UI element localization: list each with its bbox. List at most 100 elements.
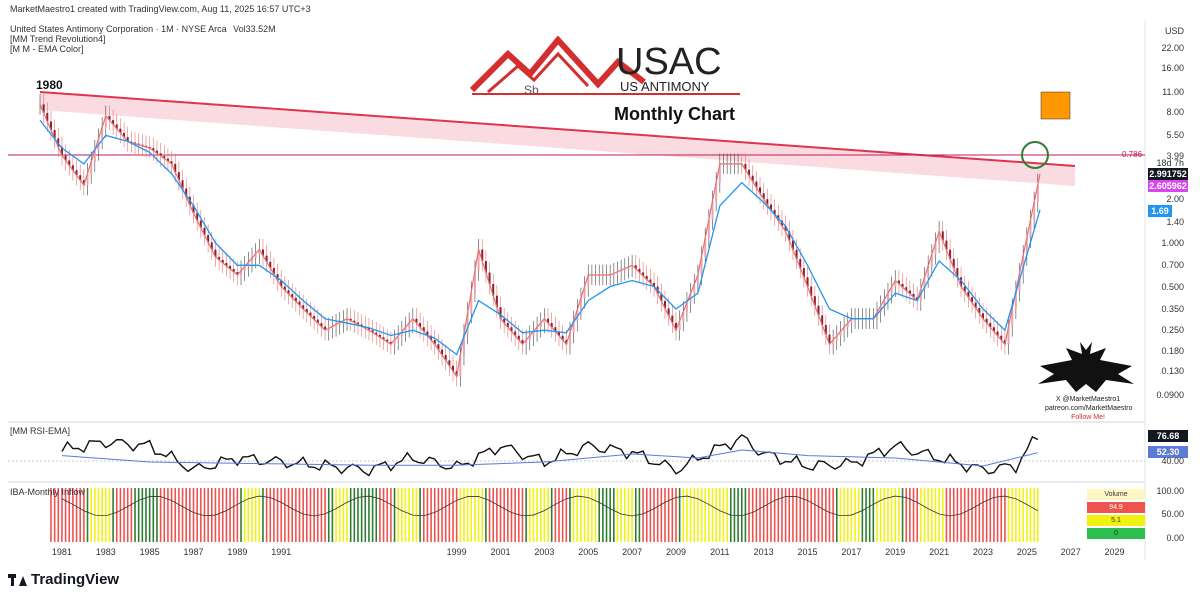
iba-bar (631, 488, 633, 542)
logo-mountains-inner-icon (487, 51, 590, 94)
candle-body (813, 296, 816, 306)
iba-bar (974, 488, 977, 542)
iba-bar (499, 488, 502, 542)
iba-bar (401, 488, 403, 542)
candle-body (495, 295, 498, 308)
candle-body (1022, 255, 1025, 274)
candle-body (799, 258, 802, 269)
candle-body (927, 265, 930, 278)
price-tick: 1.000 (1161, 237, 1184, 248)
iba-bar (521, 488, 524, 542)
candle-body (532, 331, 535, 336)
candle-body (324, 326, 327, 331)
time-tick: 2007 (622, 547, 643, 557)
candle-body (824, 325, 827, 335)
candle-body (700, 256, 703, 276)
iba-bar (565, 488, 568, 542)
candle-body (664, 301, 666, 309)
iba-bar (338, 488, 341, 542)
iba-bar (1000, 488, 1003, 542)
iba-bar (872, 488, 875, 542)
candle-body (543, 318, 546, 323)
candle-body (780, 220, 783, 226)
iba-bar (232, 488, 235, 542)
tradingview-logo-icon (8, 573, 27, 586)
symbol-info[interactable]: United States Antimony Corporation · 1M … (10, 24, 276, 34)
candle-body (576, 309, 579, 322)
candle-body (466, 312, 469, 335)
rsi-title[interactable]: [MM RSI-EMA] (10, 426, 70, 436)
candle-body (272, 267, 275, 275)
iba-bar (704, 488, 707, 542)
iba-bar (985, 488, 988, 542)
iba-bar (492, 488, 495, 542)
iba-bar (642, 488, 644, 542)
candle-body (430, 335, 433, 341)
iba-bar (284, 488, 286, 542)
candle-body (693, 284, 696, 294)
iba-bar (868, 488, 871, 542)
iba-bar (609, 488, 611, 542)
candle-body (488, 272, 491, 285)
candle-body (378, 334, 381, 338)
iba-bar (982, 488, 984, 542)
last-price-tag: 2.991752 (1148, 168, 1188, 180)
candle-body (568, 332, 571, 345)
iba-bar (788, 488, 791, 542)
indicator-trend-label[interactable]: [MM Trend Revolution4] (10, 34, 106, 44)
candle-body (218, 256, 221, 260)
iba-bar (134, 488, 136, 542)
candle-body (704, 237, 707, 257)
time-tick: 2017 (841, 547, 862, 557)
breakout-circle-marker (1021, 141, 1049, 169)
price-candles (39, 93, 1039, 387)
iba-bar (375, 488, 378, 542)
iba-bar (803, 488, 805, 542)
iba-bar (273, 488, 275, 542)
tradingview-branding[interactable]: TradingView (8, 571, 119, 588)
candle-body (715, 182, 718, 201)
iba-bar (777, 488, 780, 542)
indicator-ema-label[interactable]: [M M - EMA Color] (10, 44, 84, 54)
candle-body (163, 155, 166, 159)
time-tick: 2001 (490, 547, 511, 557)
iba-bar (748, 488, 750, 542)
iba-bar (583, 488, 586, 542)
candle-body (389, 341, 392, 345)
candle-body (832, 340, 835, 345)
iba-bar (470, 488, 473, 542)
iba-bar (923, 488, 926, 542)
iba-bar (539, 488, 542, 542)
price-tick: 0.700 (1161, 260, 1184, 271)
candle-body (879, 305, 882, 313)
candle-body (283, 286, 286, 291)
iba-bar (594, 488, 597, 542)
candle-body (243, 266, 246, 271)
iba-bar (898, 488, 900, 542)
iba-bar (963, 488, 966, 542)
candle-body (280, 280, 283, 287)
iba-bar (455, 488, 458, 542)
candle-body (1025, 237, 1028, 256)
candle-body (166, 158, 169, 162)
candle-body (473, 270, 476, 292)
candle-body (221, 259, 224, 263)
candle-body (335, 324, 338, 327)
iba-bar (236, 488, 239, 542)
candle-body (886, 293, 889, 300)
rsi-line (61, 434, 1039, 477)
iba-bar (678, 488, 681, 542)
iba-bar (207, 488, 209, 542)
candle-body (784, 225, 787, 232)
candle-body (828, 334, 831, 345)
candle-body (506, 322, 509, 328)
candle-body (682, 311, 685, 322)
iba-bar (989, 488, 992, 542)
iba-title[interactable]: IBA-Monthly Inflow (10, 487, 86, 497)
price-tick: 0.130 (1161, 366, 1184, 377)
candle-body (660, 293, 663, 302)
rsi-ema-line (61, 449, 1038, 467)
iba-bar (485, 488, 487, 542)
candle-body (846, 322, 849, 328)
